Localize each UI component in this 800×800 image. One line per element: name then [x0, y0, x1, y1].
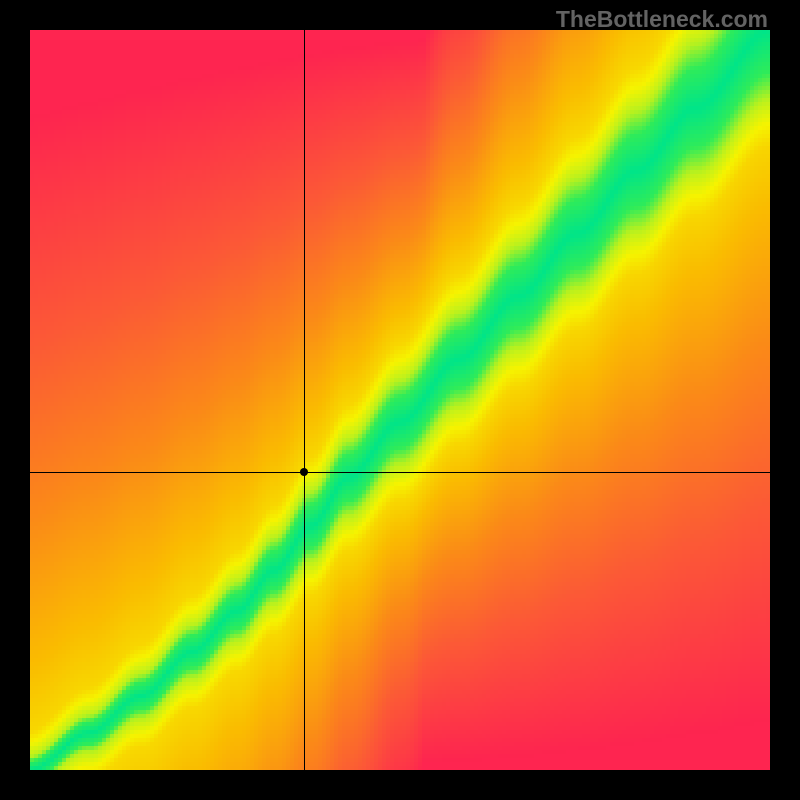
watermark-label: TheBottleneck.com [556, 6, 768, 33]
crosshair-horizontal [30, 472, 770, 473]
crosshair-marker [300, 468, 308, 476]
chart-container: TheBottleneck.com [0, 0, 800, 800]
crosshair-vertical [304, 30, 305, 770]
heatmap-canvas [30, 30, 770, 770]
heatmap-plot [30, 30, 770, 770]
